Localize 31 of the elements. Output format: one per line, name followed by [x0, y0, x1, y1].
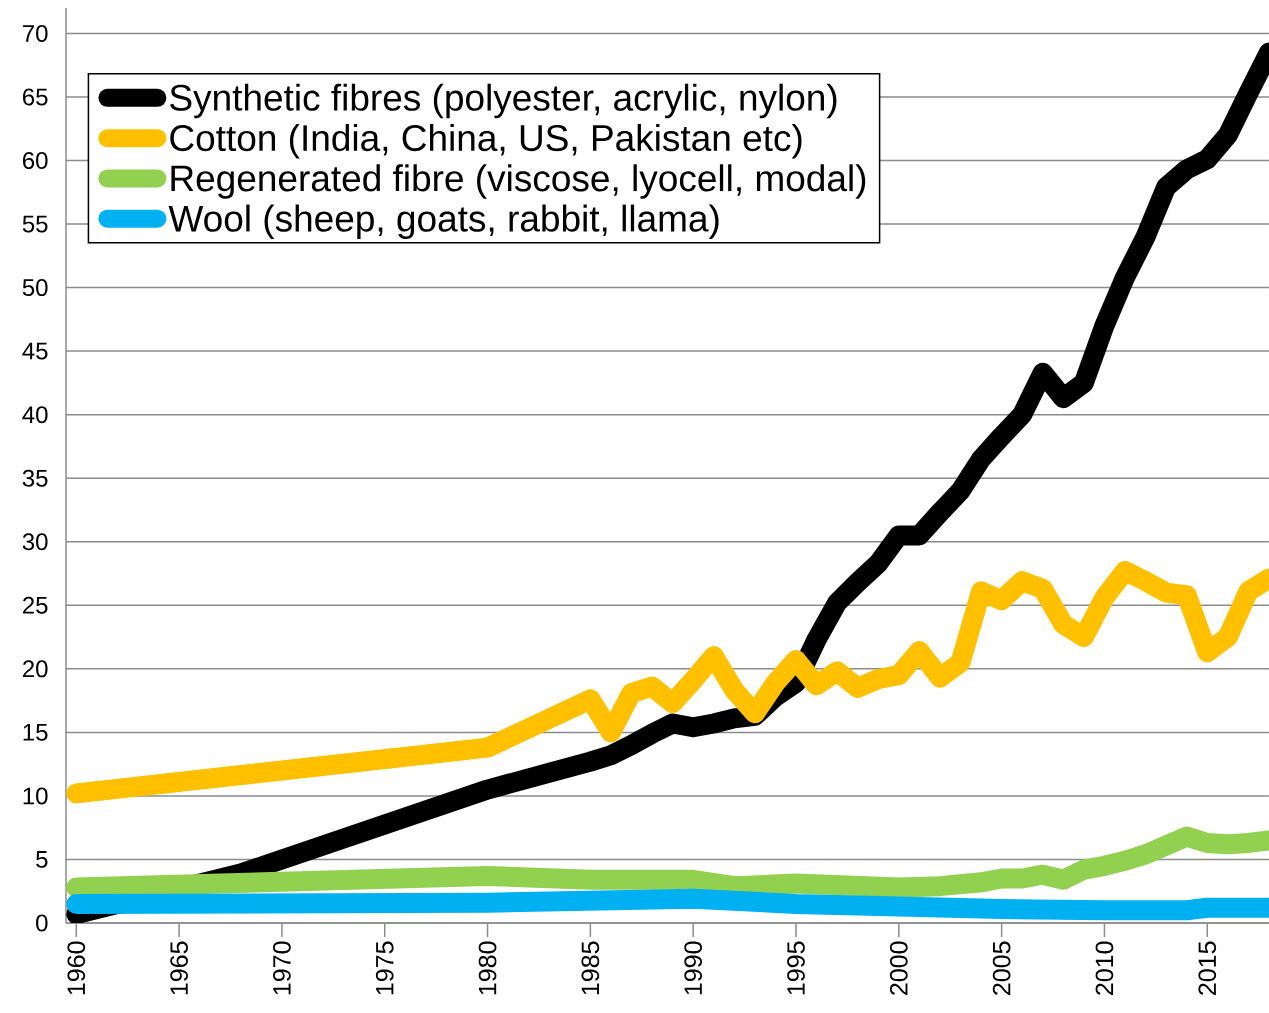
- y-tick-label: 5: [36, 851, 48, 868]
- y-tick-label: 20: [23, 660, 48, 678]
- y-tick-label: 10: [23, 787, 48, 805]
- x-tick-label: 1965: [170, 941, 188, 995]
- x-tick-label: 1980: [478, 941, 497, 995]
- x-tick-label: 1960: [67, 941, 86, 995]
- legend-label: Regenerated fibre (viscose, lyocell, modal): [171, 164, 866, 199]
- legend-label: Synthetic fibres (polyester, acrylic, nylon): [170, 83, 837, 119]
- x-tick-label: 2000: [889, 941, 908, 995]
- x-tick-label: 1990: [684, 941, 703, 995]
- x-tick-label: 2010: [1095, 941, 1114, 995]
- x-tick-label: 1970: [273, 941, 291, 995]
- y-tick-label: 55: [22, 215, 48, 233]
- y-tick-label: 45: [22, 342, 48, 360]
- y-tick-label: 30: [22, 533, 48, 551]
- y-tick-label: 50: [22, 279, 48, 297]
- y-tick-label: 70: [23, 24, 48, 42]
- y-tick-label: 40: [22, 406, 48, 424]
- x-tick-label: 2015: [1198, 941, 1217, 995]
- y-tick-label: 60: [23, 151, 48, 169]
- y-tick-label: 35: [22, 469, 48, 487]
- legend-label: Wool (sheep, goats, rabbit, llama): [168, 204, 719, 240]
- y-tick-label: 0: [36, 914, 48, 932]
- x-tick-label: 2005: [992, 941, 1011, 995]
- y-tick-label: 65: [23, 88, 48, 106]
- y-tick-label: 25: [23, 596, 48, 614]
- x-tick-label: 1995: [787, 941, 805, 995]
- x-tick-label: 1975: [375, 941, 394, 995]
- legend-label: Cotton (India, China, US, Pakistan etc): [170, 123, 802, 159]
- x-tick-label: 1985: [581, 941, 600, 995]
- y-tick-label: 15: [23, 724, 48, 741]
